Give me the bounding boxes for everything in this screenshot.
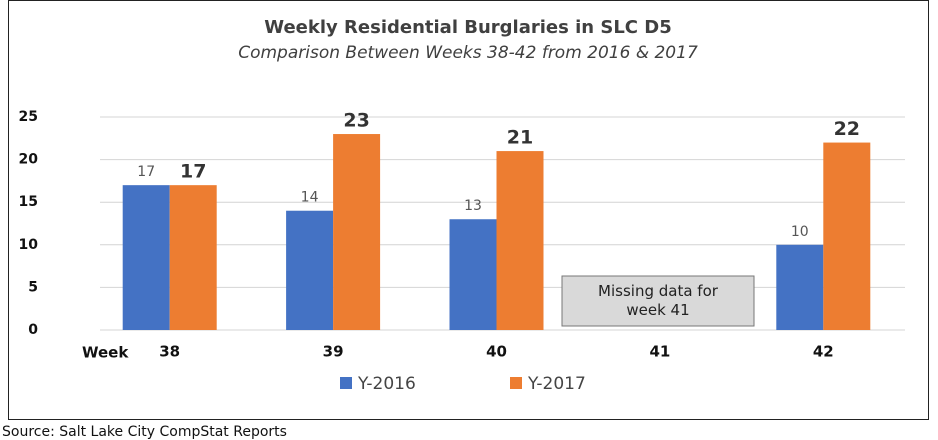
bar — [333, 134, 381, 330]
legend-swatch — [340, 377, 352, 389]
legend-label: Y-2017 — [527, 374, 586, 394]
bar — [449, 219, 497, 330]
data-label: 22 — [834, 118, 860, 140]
bar — [823, 142, 871, 330]
data-label: 13 — [464, 198, 482, 214]
y-tick-label: 0 — [28, 322, 38, 338]
y-tick-label: 10 — [19, 237, 39, 253]
x-axis-label: Week — [82, 344, 129, 362]
chart-border — [8, 0, 929, 420]
chart-subtitle: Comparison Between Weeks 38-42 from 2016… — [238, 43, 698, 63]
bar — [286, 210, 334, 330]
x-tick-label: 40 — [486, 343, 507, 361]
y-tick-label: 15 — [19, 194, 38, 210]
chart-title: Weekly Residential Burglaries in SLC D5 — [264, 17, 671, 38]
x-tick-label: 39 — [323, 343, 344, 361]
data-label: 14 — [301, 190, 319, 206]
data-label: 17 — [137, 164, 155, 180]
data-label: 10 — [791, 224, 809, 240]
source-note: Source: Salt Lake City CompStat Reports — [2, 424, 287, 440]
x-tick-label: 41 — [649, 343, 670, 361]
legend-label: Y-2016 — [357, 374, 416, 394]
data-label: 23 — [343, 110, 369, 132]
y-tick-label: 20 — [19, 152, 39, 168]
annotation: Missing data for week 41 — [598, 282, 719, 319]
bar — [496, 151, 544, 330]
data-label: 17 — [180, 161, 206, 183]
bar — [169, 185, 217, 330]
y-tick-label: 25 — [19, 109, 38, 125]
bar — [122, 185, 170, 330]
x-tick-label: 38 — [159, 343, 180, 361]
y-tick-label: 5 — [28, 279, 38, 295]
legend-swatch — [510, 377, 522, 389]
bar — [776, 244, 824, 330]
x-tick-label: 42 — [813, 343, 834, 361]
annotation-box — [561, 275, 755, 327]
data-label: 21 — [507, 127, 533, 149]
